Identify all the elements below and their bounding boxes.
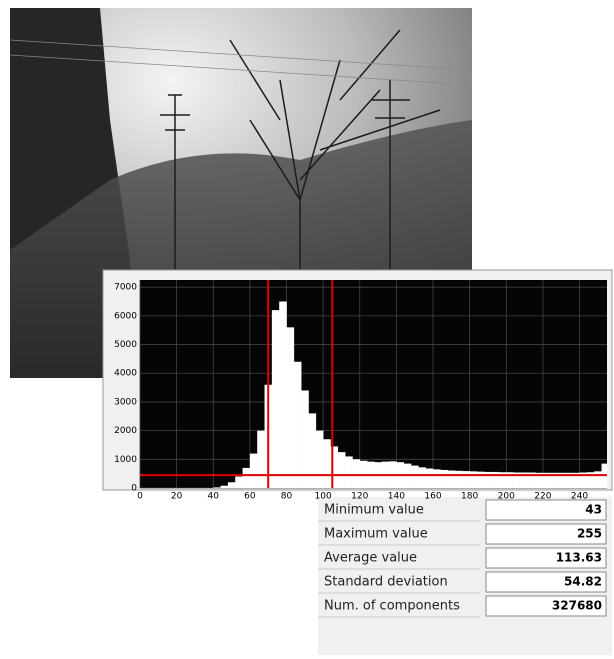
bar bbox=[286, 327, 295, 488]
value-box bbox=[485, 595, 607, 617]
x-tick-label: 180 bbox=[461, 492, 478, 502]
bar bbox=[301, 390, 309, 488]
bar bbox=[213, 487, 221, 488]
bar bbox=[323, 439, 331, 488]
stat-value: 327680 bbox=[552, 599, 602, 613]
bar bbox=[484, 471, 492, 488]
value-box bbox=[485, 571, 607, 593]
bar bbox=[220, 485, 229, 488]
bar bbox=[513, 472, 522, 488]
bar bbox=[528, 472, 536, 488]
bar bbox=[594, 471, 602, 488]
bar bbox=[330, 446, 339, 488]
y-tick-label: 6000 bbox=[114, 311, 137, 321]
bar bbox=[345, 456, 353, 488]
x-tick-label: 160 bbox=[424, 492, 441, 502]
bar bbox=[550, 472, 558, 488]
stat-label: Num. of components bbox=[324, 599, 460, 614]
bar bbox=[315, 430, 324, 488]
stats-table: Minimum value 43 Maximum value 255 Average v… bbox=[318, 497, 612, 655]
bar bbox=[293, 361, 302, 488]
bar bbox=[572, 472, 580, 488]
value-box bbox=[485, 499, 607, 521]
bar bbox=[520, 472, 529, 488]
bar bbox=[454, 470, 463, 488]
x-tick-label: 220 bbox=[534, 492, 551, 502]
x-tick-label: 240 bbox=[571, 492, 588, 502]
bar bbox=[564, 472, 573, 488]
y-tick-label: 3000 bbox=[114, 397, 137, 407]
bar bbox=[418, 467, 426, 488]
bar bbox=[506, 472, 514, 488]
x-tick-label: 0 bbox=[137, 492, 143, 502]
bar bbox=[447, 470, 456, 488]
y-tick-label: 0 bbox=[131, 484, 137, 494]
bar bbox=[257, 430, 265, 488]
x-tick-label: 100 bbox=[315, 492, 332, 502]
y-tick-label: 7000 bbox=[114, 283, 137, 293]
bar bbox=[308, 413, 317, 488]
bar bbox=[462, 471, 470, 488]
bar bbox=[579, 472, 588, 488]
bar bbox=[249, 453, 258, 488]
y-tick-label: 5000 bbox=[114, 340, 137, 350]
bar bbox=[271, 310, 280, 488]
bar bbox=[469, 471, 478, 488]
bar bbox=[476, 471, 485, 488]
bar bbox=[498, 472, 507, 488]
bar bbox=[535, 472, 544, 488]
bar bbox=[242, 467, 251, 488]
bar bbox=[557, 472, 566, 488]
x-tick-label: 140 bbox=[388, 492, 405, 502]
bar bbox=[425, 468, 434, 488]
x-tick-label: 20 bbox=[171, 492, 183, 502]
plot-area bbox=[140, 280, 607, 488]
bar bbox=[337, 452, 346, 488]
bar bbox=[411, 465, 419, 488]
y-tick-label: 2000 bbox=[114, 426, 137, 436]
stat-value: 113.63 bbox=[556, 551, 602, 565]
stat-value: 255 bbox=[577, 527, 602, 541]
x-tick-label: 120 bbox=[351, 492, 368, 502]
value-box bbox=[485, 523, 607, 545]
bar bbox=[235, 476, 243, 488]
stat-value: 43 bbox=[585, 503, 602, 517]
bar bbox=[227, 482, 236, 488]
x-tick-label: 200 bbox=[498, 492, 515, 502]
bar bbox=[542, 472, 551, 488]
bar bbox=[491, 471, 500, 488]
stat-value: 54.82 bbox=[564, 575, 602, 589]
x-tick-label: 80 bbox=[281, 492, 293, 502]
bar bbox=[433, 469, 441, 488]
y-tick-label: 4000 bbox=[114, 369, 137, 379]
stat-label: Average value bbox=[324, 551, 417, 566]
histogram-panel bbox=[102, 269, 613, 491]
x-tick-label: 60 bbox=[244, 492, 256, 502]
stat-label: Standard deviation bbox=[324, 575, 448, 590]
bar bbox=[352, 459, 361, 488]
stat-label: Minimum value bbox=[324, 503, 424, 518]
value-box bbox=[485, 547, 607, 569]
bar bbox=[586, 472, 595, 488]
stat-label: Maximum value bbox=[324, 527, 428, 542]
y-tick-label: 1000 bbox=[114, 455, 137, 465]
x-tick-label: 40 bbox=[208, 492, 220, 502]
bar bbox=[279, 301, 287, 488]
bar bbox=[440, 469, 448, 488]
